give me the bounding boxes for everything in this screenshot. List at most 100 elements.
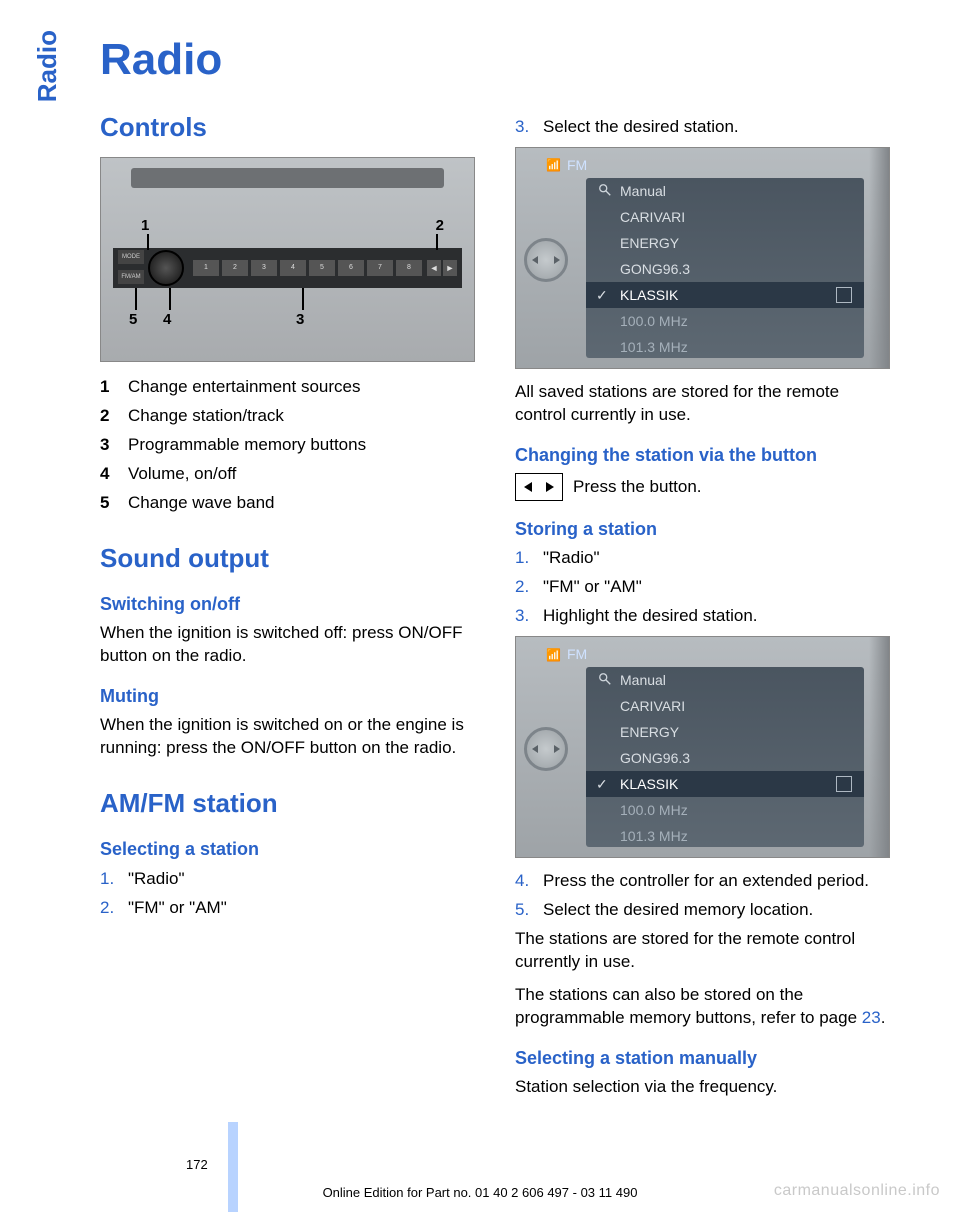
seek-button-icon xyxy=(515,473,563,501)
fm-header-text: FM xyxy=(567,156,587,175)
fm-row: CARIVARI xyxy=(586,693,864,719)
legend-text: Change station/track xyxy=(128,405,284,428)
para-muting: When the ignition is switched on or the … xyxy=(100,714,475,760)
seek-left-icon: ◄ xyxy=(427,260,441,276)
search-icon xyxy=(598,672,612,686)
mode-button-graphic: MODE xyxy=(118,250,144,264)
para-saved-stations: All saved stations are stored for the re… xyxy=(515,381,890,427)
fm-row: CARIVARI xyxy=(586,204,864,230)
fm-row-manual: Manual xyxy=(586,178,864,204)
legend-item: 4Volume, on/off xyxy=(100,463,475,486)
step-text: Press the controller for an extended per… xyxy=(543,870,869,893)
selecting-steps-cont: 3.Select the desired station. xyxy=(515,116,890,139)
fm-row-label: 100.0 MHz xyxy=(620,313,688,329)
fm-header: 📶 FM xyxy=(546,156,587,175)
fm-row-label: GONG96.3 xyxy=(620,261,690,277)
legend-text: Change wave band xyxy=(128,492,275,515)
page-link[interactable]: 23 xyxy=(862,1008,881,1027)
preset-1: 1 xyxy=(193,260,219,276)
leader-4 xyxy=(169,288,171,310)
leader-1 xyxy=(147,234,149,250)
seek-right-icon: ► xyxy=(443,260,457,276)
list-item: 4.Press the controller for an extended p… xyxy=(515,870,890,893)
text-part-b: . xyxy=(881,1008,886,1027)
legend-num: 5 xyxy=(100,492,128,515)
screen-edge xyxy=(869,637,889,857)
list-item: 1."Radio" xyxy=(100,868,475,891)
preset-buttons-graphic: 1 2 3 4 5 6 7 8 xyxy=(193,260,422,276)
list-item: 5.Select the desired memory location. xyxy=(515,899,890,922)
seek-arrows-graphic: ◄ ► xyxy=(427,260,457,276)
legend-item: 1Change entertainment sources xyxy=(100,376,475,399)
heading-controls: Controls xyxy=(100,110,475,145)
fm-panel: Manual CARIVARI ENERGY GONG96.3 ✓ KLASSI… xyxy=(586,667,864,847)
legend-num: 1 xyxy=(100,376,128,399)
press-button-line: Press the button. xyxy=(515,473,890,501)
cd-slot xyxy=(131,168,444,188)
legend-num: 2 xyxy=(100,405,128,428)
screen-edge xyxy=(869,148,889,368)
preset-2: 2 xyxy=(222,260,248,276)
controller-wheel-icon xyxy=(524,727,568,771)
right-column: 3.Select the desired station. 📶 FM Manua… xyxy=(515,110,890,1109)
controls-diagram: MODE FM/AM 1 2 3 4 5 6 7 8 ◄ ► xyxy=(100,157,475,362)
preset-4: 4 xyxy=(280,260,306,276)
fm-panel: Manual CARIVARI ENERGY GONG96.3 ✓ KLASSI… xyxy=(586,178,864,358)
fm-row-label: 100.0 MHz xyxy=(620,802,688,818)
fm-row: GONG96.3 xyxy=(586,745,864,771)
antenna-icon: 📶 xyxy=(546,647,561,663)
fm-row-label: KLASSIK xyxy=(620,287,678,303)
heading-sound-output: Sound output xyxy=(100,541,475,576)
legend-text: Programmable memory buttons xyxy=(128,434,366,457)
search-icon xyxy=(598,183,612,197)
fmam-button-graphic: FM/AM xyxy=(118,270,144,284)
radio-strip: MODE FM/AM 1 2 3 4 5 6 7 8 ◄ ► xyxy=(113,248,462,288)
fm-row-label: ENERGY xyxy=(620,235,679,251)
legend-item: 3Programmable memory buttons xyxy=(100,434,475,457)
preset-8: 8 xyxy=(396,260,422,276)
check-icon: ✓ xyxy=(596,771,608,797)
step-text: "FM" or "AM" xyxy=(543,576,642,599)
fm-row: 100.0 MHz xyxy=(586,308,864,334)
leader-5 xyxy=(135,288,137,310)
step-text: Highlight the desired station. xyxy=(543,605,758,628)
fm-row-label: CARIVARI xyxy=(620,209,685,225)
page-number: 172 xyxy=(186,1156,208,1174)
callout-5: 5 xyxy=(129,310,137,330)
heading-muting: Muting xyxy=(100,684,475,708)
step-num: 5. xyxy=(515,899,543,922)
step-text: "Radio" xyxy=(128,868,185,891)
preset-5: 5 xyxy=(309,260,335,276)
heading-selecting-manually: Selecting a station manually xyxy=(515,1046,890,1070)
leader-2 xyxy=(436,234,438,250)
fm-menu-screenshot-2: 📶 FM Manual CARIVARI ENERGY GONG96.3 ✓ K… xyxy=(515,636,890,858)
callout-4: 4 xyxy=(163,310,171,330)
step-text: "FM" or "AM" xyxy=(128,897,227,920)
selecting-steps: 1."Radio" 2."FM" or "AM" xyxy=(100,868,475,920)
step-num: 4. xyxy=(515,870,543,893)
fm-row: GONG96.3 xyxy=(586,256,864,282)
para-manual: Station selection via the frequency. xyxy=(515,1076,890,1099)
fm-row-selected: ✓ KLASSIK xyxy=(586,771,864,797)
fm-header-text: FM xyxy=(567,645,587,664)
press-button-text: Press the button. xyxy=(573,476,702,499)
leader-3 xyxy=(302,288,304,310)
step-num: 2. xyxy=(100,897,128,920)
watermark: carmanualsonline.info xyxy=(774,1180,940,1202)
step-num: 2. xyxy=(515,576,543,599)
heading-selecting-station: Selecting a station xyxy=(100,837,475,861)
content-columns: Controls MODE FM/AM 1 2 3 4 5 6 7 8 ◄ xyxy=(100,110,890,1109)
fm-header: 📶 FM xyxy=(546,645,587,664)
fm-row-label: Manual xyxy=(620,183,666,199)
storing-steps: 1."Radio" 2."FM" or "AM" 3.Highlight the… xyxy=(515,547,890,628)
controller-wheel-icon xyxy=(524,238,568,282)
page-title: Radio xyxy=(100,30,222,89)
fm-row: ENERGY xyxy=(586,230,864,256)
list-item: 2."FM" or "AM" xyxy=(515,576,890,599)
step-text: Select the desired station. xyxy=(543,116,739,139)
fm-row-selected: ✓ KLASSIK xyxy=(586,282,864,308)
save-icon xyxy=(836,776,852,792)
legend-text: Volume, on/off xyxy=(128,463,236,486)
para-switching: When the ignition is switched off: press… xyxy=(100,622,475,668)
step-num: 1. xyxy=(100,868,128,891)
